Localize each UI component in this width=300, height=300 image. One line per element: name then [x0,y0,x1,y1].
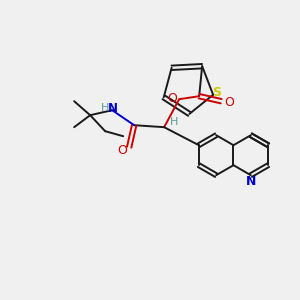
Text: H: H [170,117,178,127]
Text: N: N [246,175,256,188]
Text: O: O [224,96,234,109]
Text: O: O [167,92,177,105]
Text: N: N [108,102,118,115]
Text: O: O [117,144,127,157]
Text: H: H [101,103,109,113]
Text: S: S [213,86,222,99]
